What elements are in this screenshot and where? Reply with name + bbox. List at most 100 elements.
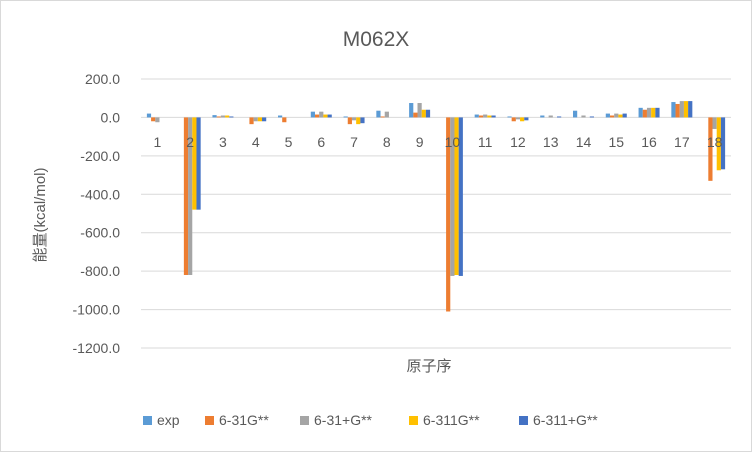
bar — [651, 107, 656, 118]
bar — [319, 111, 324, 118]
bar — [622, 113, 627, 118]
x-tick-label: 16 — [641, 134, 657, 150]
bar — [376, 110, 381, 118]
bar — [323, 114, 328, 118]
legend-swatch — [205, 416, 214, 425]
bar — [417, 103, 422, 118]
y-tick-label: 200.0 — [85, 71, 120, 87]
legend-item: 6-311G** — [409, 412, 480, 428]
chart-title: M062X — [343, 28, 410, 51]
bar — [675, 103, 680, 118]
bar — [351, 117, 357, 121]
y-tick-label: -1000.0 — [73, 302, 121, 318]
bar — [446, 117, 451, 312]
legend-item: 6-31+G** — [300, 412, 373, 428]
bar — [257, 117, 263, 122]
bar — [573, 110, 578, 118]
bar — [212, 115, 217, 118]
bar — [605, 113, 610, 118]
bar — [192, 117, 197, 210]
bar — [642, 109, 647, 118]
legend-label: exp — [157, 412, 180, 428]
bar — [327, 114, 332, 118]
x-tick-layer: 1 2 3 4 5 6 7 8 9 10 11 12 13 14 15 16 17 18 — [153, 134, 722, 150]
bar — [716, 117, 721, 171]
legend-label: 6-311+G** — [533, 412, 598, 428]
bar — [712, 117, 717, 129]
bar — [347, 117, 352, 125]
bar — [683, 101, 689, 118]
bar — [225, 115, 230, 118]
bar — [478, 115, 484, 118]
bar — [262, 117, 267, 122]
grid-layer — [141, 78, 731, 349]
bar — [524, 117, 529, 121]
bar — [507, 116, 512, 118]
x-tick-label: 3 — [219, 134, 227, 150]
bar — [679, 101, 684, 118]
y-tick-label: -400.0 — [80, 186, 120, 202]
x-tick-label: 11 — [478, 134, 493, 150]
bar — [655, 107, 660, 118]
x-tick-label: 14 — [576, 134, 592, 150]
bar — [458, 117, 463, 276]
bar — [380, 116, 385, 118]
bar — [216, 116, 221, 118]
bar — [278, 115, 283, 118]
bar — [151, 117, 156, 122]
y-tick-label: -800.0 — [80, 263, 120, 279]
bar — [646, 107, 652, 118]
bar — [515, 117, 521, 120]
bar — [671, 102, 676, 118]
bar — [491, 115, 496, 118]
legend-label: 6-311G** — [423, 412, 480, 428]
bar — [155, 117, 160, 123]
legend-swatch — [409, 416, 418, 425]
bar — [183, 117, 189, 275]
y-tick-label: 0.0 — [101, 109, 121, 125]
bar — [146, 113, 152, 118]
bar — [314, 114, 320, 118]
bar-layer — [146, 101, 726, 312]
legend-item: 6-311+G** — [519, 412, 598, 428]
x-tick-label: 8 — [383, 134, 391, 150]
y-axis-title: 能量(kcal/mol) — [32, 167, 49, 262]
legend-label: 6-31+G** — [314, 412, 373, 428]
x-tick-label: 9 — [416, 134, 424, 150]
bar — [483, 114, 488, 118]
bar — [413, 112, 418, 118]
bar — [343, 116, 348, 118]
bar — [356, 117, 361, 125]
legend: exp 6-31G** 6-31+G** 6-311G** 6-311+G** — [143, 412, 598, 428]
x-tick-label: 13 — [543, 134, 559, 150]
bar — [548, 115, 553, 118]
bar — [253, 117, 258, 122]
bar — [425, 109, 431, 118]
x-tick-label: 6 — [317, 134, 325, 150]
bar — [618, 114, 623, 118]
bar — [220, 115, 226, 118]
x-tick-label: 7 — [350, 134, 358, 150]
x-tick-label: 1 — [153, 134, 161, 150]
bar — [540, 115, 545, 118]
bar — [708, 117, 713, 181]
bar — [450, 117, 455, 276]
bar — [487, 115, 492, 118]
bar — [421, 109, 426, 118]
legend-item: 6-31G** — [205, 412, 269, 428]
x-axis-title: 原子序 — [406, 358, 451, 375]
x-tick-label: 15 — [608, 134, 624, 150]
bar — [249, 117, 254, 125]
bar — [638, 107, 643, 118]
bar — [282, 117, 287, 123]
bar — [310, 111, 315, 118]
x-tick-label: 2 — [186, 134, 194, 150]
x-tick-label: 5 — [285, 134, 293, 150]
legend-swatch — [519, 416, 528, 425]
bar — [474, 114, 479, 118]
x-tick-label: 17 — [674, 134, 690, 150]
bar — [720, 117, 726, 170]
bar — [196, 117, 201, 210]
